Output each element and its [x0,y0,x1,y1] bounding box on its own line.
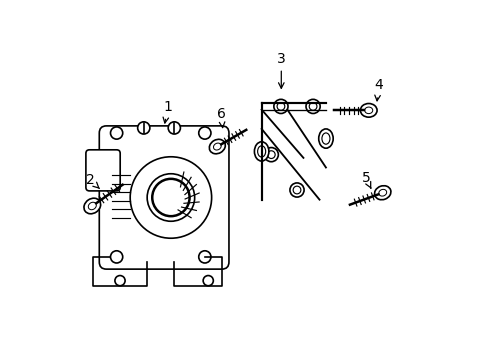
Ellipse shape [321,133,329,144]
Text: 6: 6 [216,107,225,128]
Ellipse shape [318,129,332,148]
Circle shape [130,157,211,238]
Circle shape [152,179,189,216]
Circle shape [264,148,278,162]
Ellipse shape [378,189,386,196]
Circle shape [147,174,194,221]
Circle shape [168,122,180,134]
Ellipse shape [374,186,390,200]
Circle shape [289,183,304,197]
Ellipse shape [209,139,225,154]
Ellipse shape [364,107,372,114]
Text: 1: 1 [163,100,172,123]
Ellipse shape [257,146,265,157]
Text: 2: 2 [85,173,99,189]
Circle shape [115,275,125,286]
FancyBboxPatch shape [99,126,228,269]
Circle shape [308,103,316,110]
Text: 4: 4 [373,78,382,101]
Circle shape [138,122,149,134]
Ellipse shape [88,202,96,210]
Ellipse shape [84,198,101,214]
FancyBboxPatch shape [86,150,120,191]
Circle shape [110,127,122,139]
Circle shape [305,99,320,113]
Circle shape [273,99,287,113]
Ellipse shape [213,143,221,150]
Circle shape [277,103,284,110]
Text: 5: 5 [361,171,370,188]
Ellipse shape [254,142,268,161]
Circle shape [198,127,210,139]
Circle shape [292,186,300,194]
Text: 3: 3 [276,51,285,88]
Ellipse shape [360,104,376,117]
Circle shape [267,151,275,158]
Circle shape [198,251,210,263]
Circle shape [203,275,213,286]
Circle shape [110,251,122,263]
